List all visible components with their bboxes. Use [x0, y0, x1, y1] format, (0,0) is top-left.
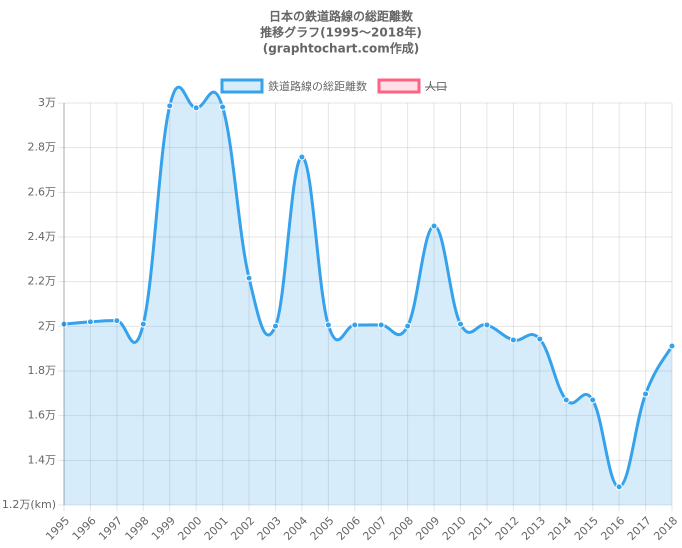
x-tick-label: 2000 — [175, 514, 204, 543]
point — [271, 322, 279, 330]
point — [86, 318, 94, 326]
point — [457, 320, 465, 328]
x-tick-label: 2011 — [466, 514, 495, 543]
y-tick-label: 3万 — [38, 96, 56, 109]
point — [113, 317, 121, 325]
point — [615, 483, 623, 491]
point — [245, 274, 253, 282]
point — [430, 222, 438, 230]
y-tick-label: 1.4万 — [28, 453, 57, 466]
x-tick-label: 1998 — [123, 514, 152, 543]
area — [64, 87, 672, 505]
x-tick-label: 2008 — [387, 514, 416, 543]
point — [536, 335, 544, 343]
x-tick-label: 2015 — [572, 514, 601, 543]
x-tick-label: 1999 — [149, 514, 178, 543]
x-tick-label: 2003 — [255, 514, 284, 543]
x-tick-label: 2001 — [202, 514, 231, 543]
y-tick-label: 2.4万 — [28, 230, 57, 243]
x-tick-label: 2006 — [334, 514, 363, 543]
point — [60, 320, 68, 328]
point — [668, 342, 676, 350]
x-tick-label: 2018 — [651, 514, 680, 543]
y-tick-label: 2.2万 — [28, 275, 57, 288]
x-tick-label: 2013 — [519, 514, 548, 543]
y-tick-label: 1.8万 — [28, 364, 57, 377]
chart-title: (graphtochart.com作成) — [263, 41, 420, 56]
chart-title: 日本の鉄道路線の総距離数 — [269, 9, 414, 24]
legend-swatch — [220, 78, 264, 94]
legend-swatch — [377, 78, 421, 94]
point — [166, 102, 174, 110]
point — [139, 320, 147, 328]
point — [642, 390, 650, 398]
point — [404, 322, 412, 330]
x-tick-label: 2012 — [493, 514, 522, 543]
point — [589, 396, 597, 404]
x-tick-label: 2010 — [440, 514, 469, 543]
x-tick-label: 2016 — [598, 514, 627, 543]
point — [377, 321, 385, 329]
point — [562, 396, 570, 404]
x-tick-label: 2005 — [308, 514, 337, 543]
x-tick-label: 2014 — [546, 514, 575, 543]
x-tick-label: 1996 — [70, 514, 99, 543]
y-tick-label: 1.6万 — [28, 409, 57, 422]
x-tick-label: 1995 — [43, 514, 72, 543]
x-tick-label: 2002 — [228, 514, 257, 543]
x-tick-label: 2007 — [360, 514, 389, 543]
point — [483, 321, 491, 329]
x-tick-label: 2004 — [281, 514, 310, 543]
point — [509, 336, 517, 344]
point — [192, 104, 200, 112]
point — [219, 103, 227, 111]
chart-title: 推移グラフ(1995～2018年) — [260, 25, 422, 40]
point — [351, 321, 359, 329]
x-tick-label: 1997 — [96, 514, 125, 543]
y-tick-label: 2万 — [38, 319, 56, 332]
y-tick-label: 1.2万(km) — [2, 498, 56, 511]
y-tick-label: 2.8万 — [28, 141, 57, 154]
y-tick-label: 2.6万 — [28, 185, 57, 198]
x-tick-label: 2017 — [625, 514, 654, 543]
point — [324, 321, 332, 329]
x-tick-label: 2009 — [413, 514, 442, 543]
legend-label[interactable]: 鉄道路線の総距離数 — [268, 79, 367, 93]
point — [298, 153, 306, 161]
